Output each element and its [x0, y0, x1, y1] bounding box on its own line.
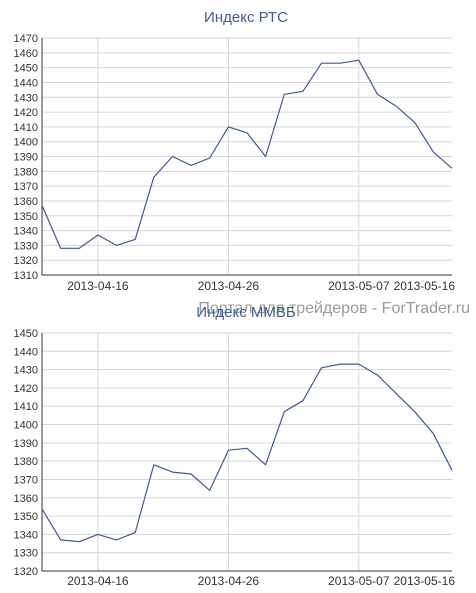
x-tick-label: 2013-04-16 — [67, 279, 129, 293]
y-tick-label: 1410 — [14, 122, 38, 134]
y-tick-label: 1450 — [14, 63, 38, 75]
y-tick-label: 1470 — [14, 33, 38, 45]
y-tick-label: 1380 — [14, 166, 38, 178]
x-tick-label: 2013-04-16 — [67, 574, 129, 588]
y-tick-label: 1310 — [14, 270, 38, 282]
y-tick-label: 1430 — [14, 365, 38, 377]
y-tick-label: 1450 — [14, 328, 38, 340]
y-tick-label: 1390 — [14, 438, 38, 450]
y-tick-label: 1420 — [14, 383, 38, 395]
y-tick-label: 1320 — [14, 566, 38, 578]
y-tick-label: 1440 — [14, 346, 38, 358]
y-tick-label: 1350 — [14, 211, 38, 223]
series-line — [41, 363, 453, 543]
y-tick-label: 1410 — [14, 401, 38, 413]
y-tick-label: 1320 — [14, 255, 38, 267]
y-tick-label: 1340 — [14, 226, 38, 238]
y-tick-label: 1420 — [14, 107, 38, 119]
x-tick-label: 2013-05-16 — [394, 279, 456, 293]
y-tick-label: 1360 — [14, 196, 38, 208]
y-tick-label: 1440 — [14, 77, 38, 89]
y-tick-label: 1460 — [14, 48, 38, 60]
y-tick-label: 1430 — [14, 92, 38, 104]
series-line — [41, 59, 453, 249]
y-tick-label: 1370 — [14, 181, 38, 193]
y-tick-label: 1330 — [14, 548, 38, 560]
y-tick-label: 1340 — [14, 529, 38, 541]
y-tick-label: 1380 — [14, 456, 38, 468]
x-tick-label: 2013-05-07 — [328, 279, 390, 293]
chart-title: Индекс РТС — [204, 9, 288, 26]
x-tick-label: 2013-05-07 — [328, 574, 390, 588]
y-tick-label: 1400 — [14, 137, 38, 149]
x-tick-label: 2013-04-26 — [198, 279, 260, 293]
y-tick-label: 1370 — [14, 474, 38, 486]
x-tick-label: 2013-04-26 — [198, 574, 260, 588]
chart-title: Индекс ММВБ — [196, 304, 296, 321]
y-tick-label: 1360 — [14, 493, 38, 505]
y-tick-label: 1350 — [14, 511, 38, 523]
x-tick-label: 2013-05-16 — [394, 574, 456, 588]
y-tick-label: 1400 — [14, 420, 38, 432]
y-tick-label: 1390 — [14, 152, 38, 164]
y-tick-label: 1330 — [14, 240, 38, 252]
watermark-text: Портал для трейдеров - ForTrader.ru — [198, 300, 470, 317]
